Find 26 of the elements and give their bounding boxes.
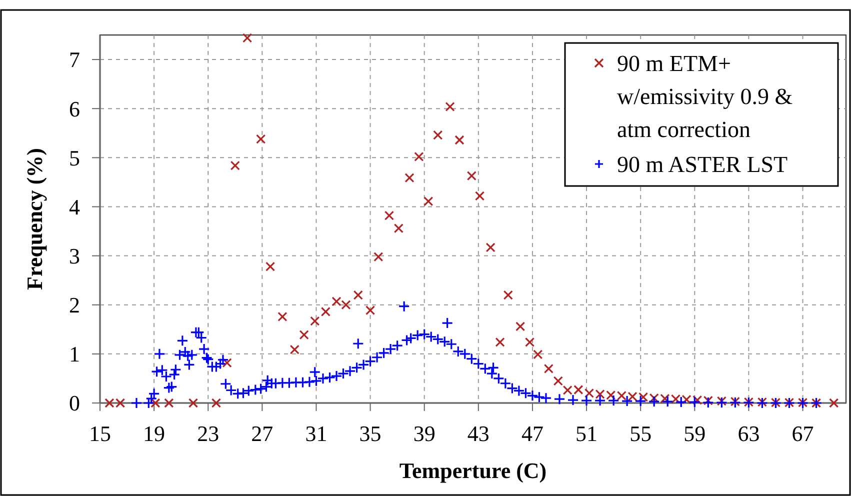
legend-label: 90 m ASTER LST — [617, 152, 788, 177]
y-tick-label: 6 — [69, 96, 80, 122]
x-tick-label: 31 — [305, 421, 328, 446]
x-tick-label: 19 — [143, 421, 166, 446]
y-tick-label: 2 — [69, 292, 80, 318]
x-tick-label: 27 — [251, 421, 274, 446]
y-axis-title: Frequency (%) — [22, 148, 47, 290]
y-tick-label: 5 — [69, 145, 80, 170]
y-tick-label: 7 — [69, 47, 80, 72]
y-tick-label: 3 — [69, 244, 80, 268]
x-tick-label: 55 — [630, 421, 652, 446]
x-tick-label: 67 — [792, 421, 814, 446]
x-tick-label: 35 — [359, 421, 382, 446]
y-tick-label: 1 — [69, 342, 80, 367]
y-tick-label: 0 — [69, 390, 80, 416]
x-tick-label: 23 — [197, 421, 220, 446]
x-tick-label: 15 — [89, 421, 111, 446]
x-tick-label: 39 — [413, 421, 436, 446]
x-tick-label: 63 — [738, 421, 760, 446]
x-tick-label: 43 — [467, 421, 490, 446]
legend-label: 90 m ETM+ w/emissivity 0.9 & atm correction — [617, 51, 793, 142]
x-tick-label: 59 — [684, 421, 706, 446]
x-tick-label: 47 — [521, 421, 544, 446]
y-tick-label: 4 — [69, 194, 80, 220]
x-axis-title: Temperture (C) — [399, 458, 547, 483]
x-tick-label: 51 — [576, 421, 598, 446]
